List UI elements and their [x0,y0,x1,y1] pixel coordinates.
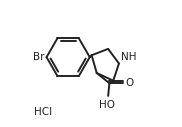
Text: HO: HO [99,100,115,110]
Text: Br: Br [33,52,44,62]
Text: NH: NH [121,52,137,62]
Text: O: O [125,78,134,88]
Text: HCl: HCl [34,107,52,117]
